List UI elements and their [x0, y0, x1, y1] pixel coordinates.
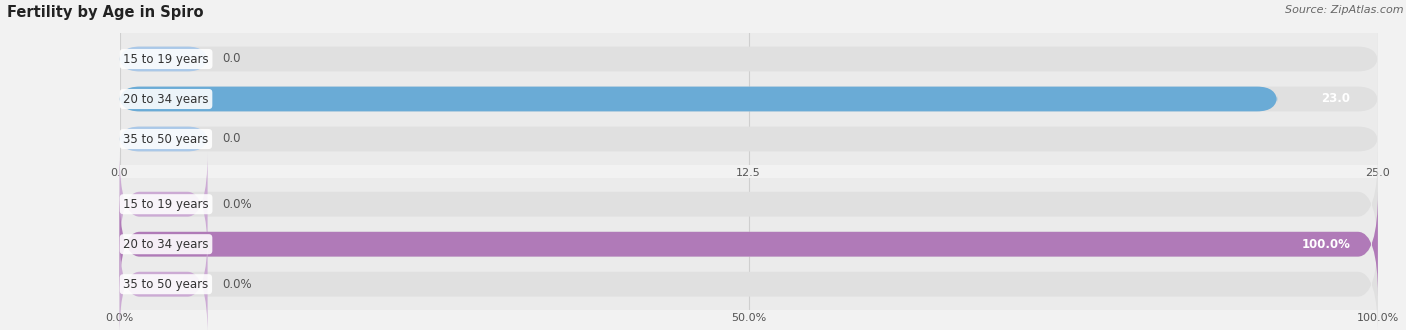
- Text: 20 to 34 years: 20 to 34 years: [124, 92, 208, 106]
- FancyBboxPatch shape: [120, 233, 208, 330]
- Text: 35 to 50 years: 35 to 50 years: [124, 278, 208, 291]
- FancyBboxPatch shape: [120, 233, 1378, 330]
- FancyBboxPatch shape: [120, 47, 1378, 71]
- FancyBboxPatch shape: [120, 127, 208, 151]
- Text: Fertility by Age in Spiro: Fertility by Age in Spiro: [7, 5, 204, 20]
- Text: 23.0: 23.0: [1322, 92, 1350, 106]
- FancyBboxPatch shape: [120, 152, 208, 256]
- FancyBboxPatch shape: [120, 193, 1378, 296]
- FancyBboxPatch shape: [120, 152, 1378, 256]
- FancyBboxPatch shape: [120, 86, 1277, 112]
- Text: 100.0%: 100.0%: [1302, 238, 1350, 251]
- Text: 0.0%: 0.0%: [222, 278, 252, 291]
- Text: 35 to 50 years: 35 to 50 years: [124, 133, 208, 146]
- Text: 15 to 19 years: 15 to 19 years: [124, 198, 209, 211]
- FancyBboxPatch shape: [120, 127, 1378, 151]
- Text: 0.0%: 0.0%: [222, 198, 252, 211]
- Text: Source: ZipAtlas.com: Source: ZipAtlas.com: [1285, 5, 1403, 15]
- Text: 20 to 34 years: 20 to 34 years: [124, 238, 208, 251]
- FancyBboxPatch shape: [120, 47, 208, 71]
- Text: 15 to 19 years: 15 to 19 years: [124, 52, 209, 65]
- Text: 0.0: 0.0: [222, 133, 242, 146]
- FancyBboxPatch shape: [120, 193, 1378, 296]
- Text: 0.0: 0.0: [222, 52, 242, 65]
- FancyBboxPatch shape: [120, 86, 1378, 112]
